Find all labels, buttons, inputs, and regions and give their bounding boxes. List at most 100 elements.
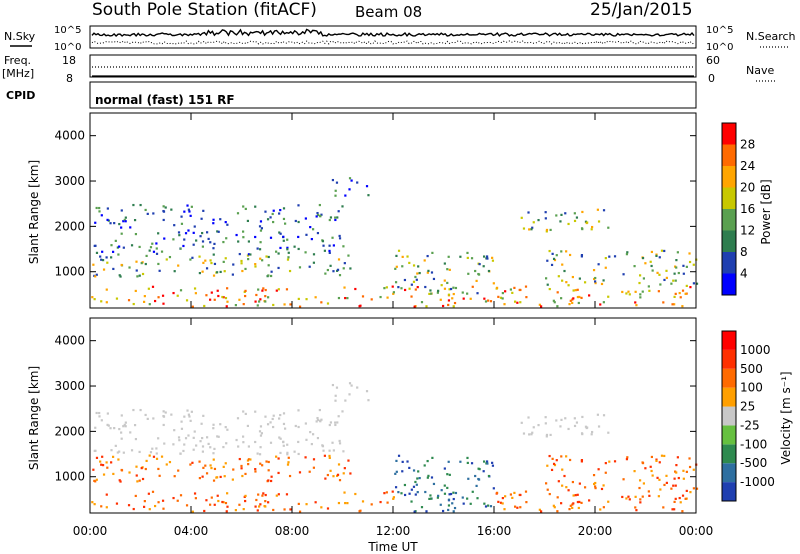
velocity-cell <box>207 442 210 446</box>
power-cell <box>682 272 685 275</box>
power-cell <box>417 265 420 268</box>
power-cell <box>332 270 335 273</box>
power-cell <box>354 287 357 291</box>
power-cell <box>571 301 574 305</box>
power-cell <box>152 250 156 253</box>
power-cell <box>143 295 146 298</box>
power-cell <box>266 218 270 221</box>
velocity-cell <box>513 491 516 495</box>
velocity-cell <box>124 421 127 424</box>
velocity-cell <box>344 501 347 505</box>
velocity-cell <box>244 494 247 497</box>
power-cell <box>443 262 446 265</box>
power-cell <box>187 208 190 211</box>
power-cell <box>538 303 541 306</box>
power-cell <box>358 305 361 308</box>
power-cell <box>641 290 644 293</box>
velocity-cell <box>132 507 135 511</box>
power-cell <box>525 296 528 299</box>
velocity-cell <box>286 451 289 454</box>
velocity-cell <box>337 415 340 418</box>
power-cell <box>162 302 165 305</box>
velocity-cell <box>383 492 386 495</box>
velocity-cell <box>267 469 270 472</box>
cpid-label: CPID <box>6 89 35 102</box>
velocity-cell <box>305 438 308 441</box>
velocity-cell <box>462 502 465 505</box>
power-cell <box>272 220 275 224</box>
power-cell <box>474 269 477 273</box>
velocity-cell <box>651 474 654 477</box>
power-cell <box>262 287 265 290</box>
power-cell <box>226 223 229 226</box>
velocity-cell <box>639 501 642 504</box>
power-cell <box>528 228 531 231</box>
power-cell <box>416 272 419 275</box>
power-cell <box>219 218 222 221</box>
velocity-cell <box>312 466 316 469</box>
colorbar-frame <box>721 330 737 502</box>
velocity-cell <box>283 508 286 511</box>
velocity-cell <box>648 494 651 497</box>
velocity-cell <box>391 490 394 493</box>
power-cell <box>469 297 472 300</box>
velocity-cell <box>528 433 531 436</box>
station-title: South Pole Station (fitACF) <box>92 0 317 20</box>
velocity-cell <box>662 506 665 509</box>
power-cell <box>259 257 262 260</box>
velocity-cell <box>144 413 147 417</box>
power-cell <box>532 221 535 224</box>
power-cell <box>308 265 311 268</box>
power-cell <box>157 296 160 299</box>
power-cell <box>155 247 158 250</box>
power-cell <box>316 211 319 215</box>
velocity-cell <box>544 422 547 425</box>
velocity-cell <box>414 493 417 496</box>
velocity-cell <box>286 463 290 466</box>
velocity-cell <box>504 495 507 498</box>
velocity-cell <box>141 477 145 481</box>
x-axis-label: Time UT <box>367 540 418 554</box>
power-cell <box>671 303 674 306</box>
velocity-cell <box>347 459 350 462</box>
colorbar-segment <box>722 406 736 426</box>
power-cell <box>650 250 654 254</box>
velocity-cell <box>348 393 351 396</box>
velocity-cell <box>202 466 205 469</box>
velocity-cell <box>100 505 103 508</box>
power-cell <box>622 273 625 276</box>
power-cell <box>462 297 465 300</box>
nsky-panel: N.Sky 10^5 10^0 10^5 10^0 N.Search <box>4 25 796 53</box>
colorbar-segment <box>722 144 736 166</box>
power-cell <box>200 217 203 220</box>
velocity-yaxis: 1000 2000 3000 4000 <box>54 334 696 484</box>
velocity-cell <box>201 450 205 453</box>
velocity-cell <box>158 474 161 477</box>
velocity-cell <box>567 489 570 492</box>
power-cell <box>259 241 262 244</box>
velocity-cell <box>392 497 395 500</box>
power-cell <box>641 256 645 260</box>
velocity-cell <box>308 470 311 473</box>
velocity-cell <box>113 427 116 430</box>
velocity-cell <box>657 495 660 498</box>
velocity-cell <box>185 504 189 507</box>
velocity-cell <box>264 493 267 497</box>
nave-label: Nave <box>746 64 774 77</box>
velocity-cell <box>226 505 229 508</box>
velocity-cell <box>476 497 479 500</box>
power-cell <box>282 207 286 210</box>
power-cell <box>454 286 458 290</box>
power-cell <box>188 210 191 213</box>
power-cell <box>202 261 205 264</box>
power-cell <box>410 283 413 286</box>
velocity-cell <box>429 494 432 497</box>
power-cell <box>201 270 204 273</box>
colorbar-tick-label: -500 <box>740 456 767 470</box>
power-cell <box>544 211 547 214</box>
velocity-cell <box>271 417 274 421</box>
power-cell <box>561 263 564 266</box>
velocity-cell <box>328 456 331 460</box>
velocity-cell <box>475 484 478 488</box>
velocity-cell <box>406 460 409 463</box>
